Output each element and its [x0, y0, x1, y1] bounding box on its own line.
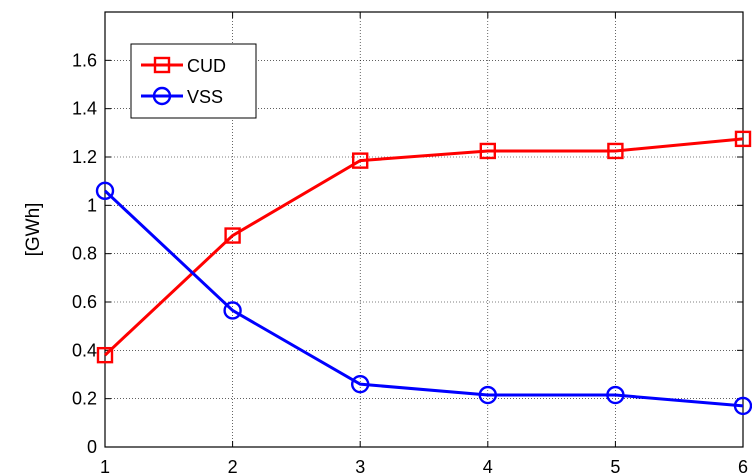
legend-marker-vss — [152, 86, 172, 106]
series-line-cud — [103, 137, 744, 357]
series-layer — [95, 130, 752, 416]
y-tick-label: 1.6 — [72, 50, 97, 70]
axis-ticks: 0 0.2 0.4 0.6 0.8 1 1.2 1.4 1.6 1 2 3 4 5 6 — [72, 12, 748, 475]
y-tick-label: 1 — [87, 195, 97, 215]
legend-item-vss: VSS — [141, 86, 223, 107]
x-tick-label: 2 — [228, 457, 238, 475]
x-tick-label: 6 — [738, 457, 748, 475]
series-cud — [96, 130, 752, 364]
x-tick-label: 4 — [483, 457, 493, 475]
data-point-vss — [351, 374, 370, 394]
data-point-vss — [733, 396, 752, 416]
y-tick-label: 0.2 — [72, 389, 97, 409]
data-point-vss — [95, 181, 115, 201]
legend-label-cud: CUD — [187, 56, 226, 76]
plot-frame — [104, 11, 744, 448]
data-point-cud — [352, 152, 369, 169]
legend-label-vss: VSS — [187, 87, 223, 107]
data-point-cud — [734, 130, 752, 148]
y-tick-label: 1.2 — [72, 147, 97, 167]
legend: CUD VSS — [130, 43, 257, 119]
y-tick-label: 0.8 — [72, 244, 97, 264]
data-point-cud — [607, 142, 624, 160]
data-point-vss — [478, 385, 497, 405]
data-point-cud — [479, 142, 496, 160]
series-line-vss — [103, 189, 744, 408]
legend-box — [130, 43, 257, 119]
legend-item-cud: CUD — [141, 56, 226, 76]
y-tick-label: 0.6 — [72, 292, 97, 312]
x-tick-label: 1 — [100, 457, 110, 475]
y-axis-title: [GWh] — [23, 203, 44, 257]
data-point-vss — [223, 301, 242, 320]
legend-marker-cud — [153, 56, 171, 74]
x-tick-label: 5 — [610, 457, 620, 475]
x-tick-label: 3 — [355, 457, 365, 475]
y-tick-label: 1.4 — [72, 99, 97, 119]
data-point-vss — [606, 385, 625, 405]
data-point-cud — [96, 346, 114, 364]
data-point-cud — [224, 227, 241, 244]
y-tick-label: 0.4 — [72, 340, 97, 360]
y-tick-label: 0 — [87, 437, 97, 457]
series-vss — [95, 181, 752, 416]
